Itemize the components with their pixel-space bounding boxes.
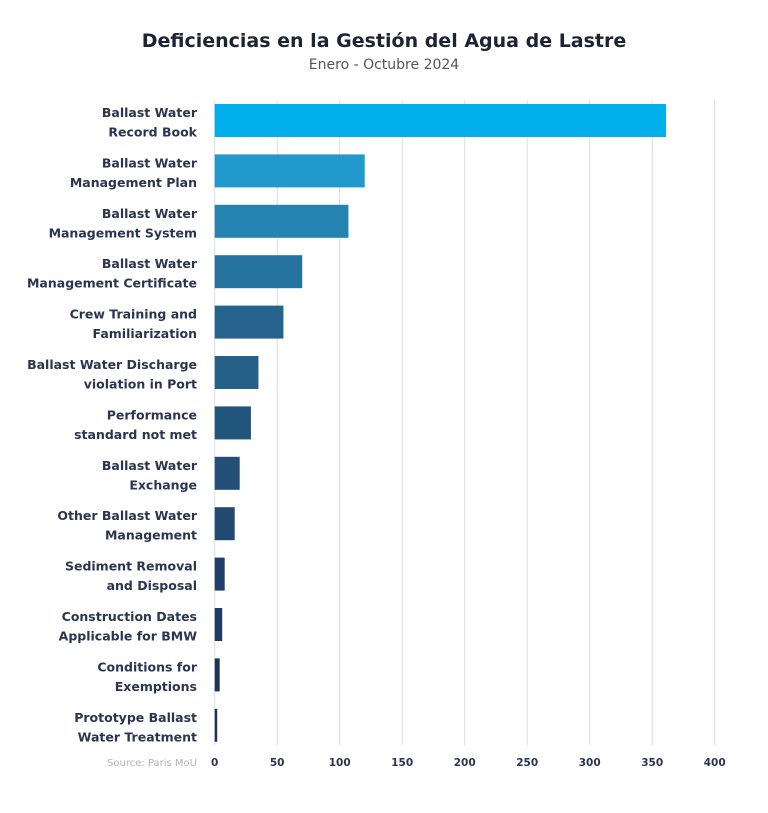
category-label: Construction Dates	[62, 609, 197, 624]
bar	[214, 658, 220, 692]
category-label: Management Plan	[70, 175, 197, 190]
bar	[214, 406, 251, 440]
category-label: Management System	[49, 225, 197, 240]
category-label: Applicable for BMW	[59, 629, 198, 644]
bar	[214, 154, 365, 188]
x-tick-label: 50	[270, 757, 285, 769]
category-label: and Disposal	[107, 578, 197, 593]
bar	[214, 356, 259, 389]
bar	[214, 708, 218, 742]
bar	[214, 305, 284, 339]
category-label: violation in Port	[84, 377, 197, 392]
bar	[214, 456, 240, 490]
category-label: Management	[105, 528, 197, 543]
bar	[214, 608, 223, 641]
category-label: Crew Training and	[70, 307, 197, 322]
category-label: Ballast Water	[102, 458, 198, 473]
bar	[214, 557, 225, 591]
category-label: Record Book	[108, 125, 197, 140]
category-label: Water Treatment	[78, 729, 197, 744]
category-label: Management Certificate	[27, 276, 197, 291]
x-tick-label: 200	[454, 757, 476, 769]
x-tick-label: 400	[704, 757, 726, 769]
bar	[214, 104, 666, 137]
x-tick-label: 150	[391, 757, 413, 769]
bar	[214, 204, 349, 238]
category-label: standard not met	[74, 427, 197, 442]
chart-subtitle: Enero - Octubre 2024	[308, 57, 460, 73]
category-label: Exchange	[129, 477, 197, 492]
x-tick-label: 100	[329, 757, 351, 769]
x-tick-label: 0	[211, 757, 218, 769]
category-label: Sediment Removal	[65, 559, 197, 574]
x-tick-label: 300	[579, 757, 601, 769]
category-label: Ballast Water	[102, 206, 198, 221]
x-tick-label: 350	[641, 757, 663, 769]
category-label: Performance	[107, 407, 197, 422]
x-tick-label: 250	[516, 757, 538, 769]
category-label: Prototype Ballast	[74, 710, 197, 725]
category-label: Other Ballast Water	[57, 508, 197, 523]
bar	[214, 255, 303, 289]
category-label: Ballast Water	[102, 155, 198, 170]
category-label: Conditions for	[97, 659, 197, 674]
source-note: Source: Paris MoU	[107, 758, 197, 769]
category-label: Ballast Water	[102, 256, 198, 271]
category-label: Exemptions	[115, 679, 197, 694]
chart-title: Deficiencias en la Gestión del Agua de L…	[141, 30, 627, 52]
category-label: Ballast Water	[102, 105, 198, 120]
bar	[214, 507, 235, 541]
category-label: Familiarization	[93, 326, 197, 341]
category-label: Ballast Water Discharge	[27, 357, 197, 372]
